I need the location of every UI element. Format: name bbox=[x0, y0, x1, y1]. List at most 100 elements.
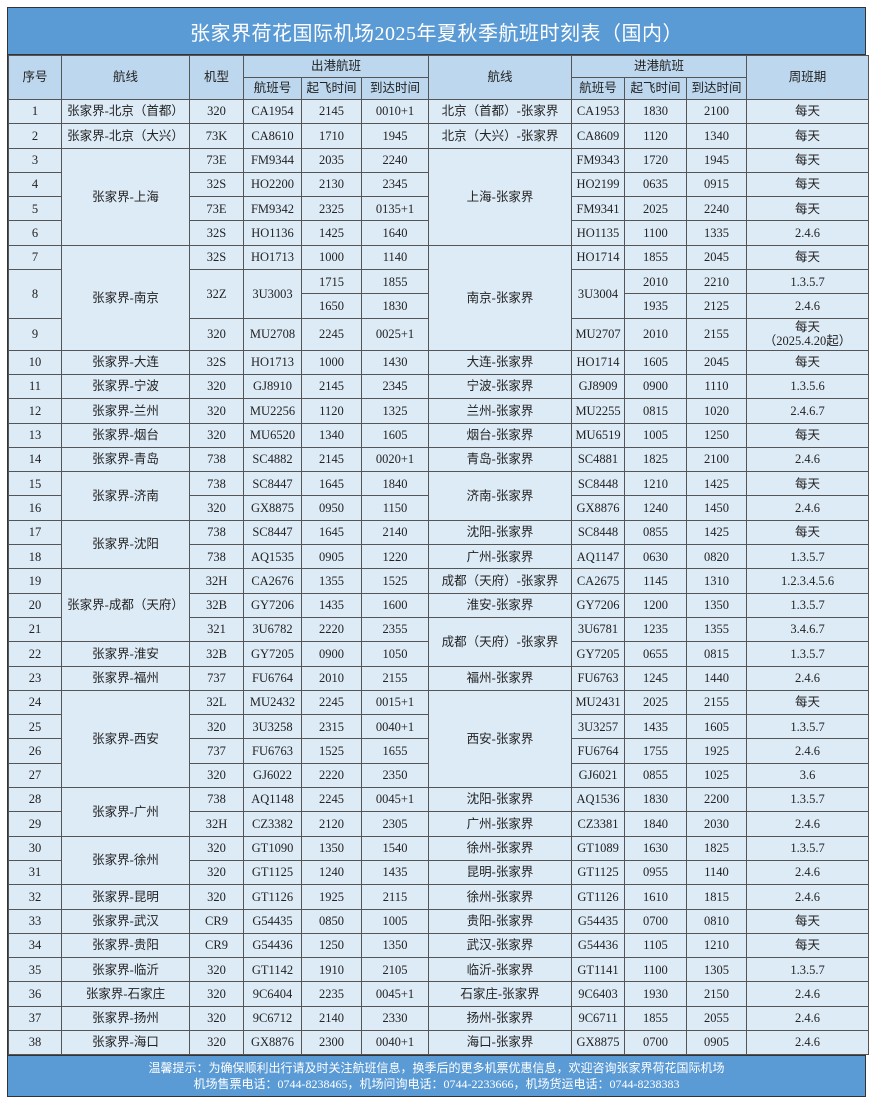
cell-in-dep: 1855 bbox=[624, 244, 688, 271]
cell-seq: 14 bbox=[8, 446, 62, 473]
cell-type: 320 bbox=[189, 422, 244, 448]
cell-out-arr: 0135+1 bbox=[360, 196, 430, 222]
cell-in-route: 兰州-张家界 bbox=[428, 398, 573, 424]
cell-out-route: 张家界-上海 bbox=[61, 147, 190, 246]
cell-days: 1.3.5.7 bbox=[746, 641, 870, 667]
table-row: 33 张家界-武汉 CR9 G54435 0850 1005 贵阳-张家界 G54435 070… bbox=[8, 908, 870, 934]
cell-in-route: 石家庄-张家界 bbox=[428, 981, 573, 1007]
cell-out-arr: 0045+1 bbox=[360, 787, 430, 813]
cell-in-arr: 2055 bbox=[686, 1005, 748, 1031]
cell-in-no: HO1135 bbox=[571, 220, 626, 246]
cell-out-route: 张家界-武汉 bbox=[61, 908, 190, 934]
cell-type: 738 bbox=[189, 787, 244, 813]
cell-in-arr: 2030 bbox=[686, 811, 748, 837]
cell-in-arr: 1025 bbox=[686, 762, 748, 789]
cell-in-arr: 1140 bbox=[686, 859, 748, 886]
cell-out-dep: 2035 bbox=[301, 147, 362, 173]
cell-in-no: GT1089 bbox=[571, 835, 626, 861]
cell-seq: 5 bbox=[8, 196, 62, 222]
cell-out-route: 张家界-石家庄 bbox=[61, 981, 190, 1007]
cell-out-route: 张家界-昆明 bbox=[61, 884, 190, 910]
table-header: 序号 航线 机型 出港航班 航线 进港航班 周班期 航班号 起飞时间 到达时间 … bbox=[8, 55, 870, 100]
table-row: 10 张家界-大连 32S HO1713 1000 1430 大连-张家界 HO1714 160… bbox=[8, 349, 870, 375]
cell-out-dep: 1710 bbox=[301, 123, 362, 149]
cell-seq: 37 bbox=[8, 1005, 62, 1031]
cell-in-route: 南京-张家界 bbox=[428, 244, 573, 351]
cell-type: 32S bbox=[189, 171, 244, 198]
cell-in-route: 福州-张家界 bbox=[428, 665, 573, 691]
cell-out-arr: 1855 bbox=[360, 269, 430, 295]
cell-out-dep: 2145 bbox=[301, 373, 362, 400]
cell-in-arr: 1605 bbox=[686, 714, 748, 740]
cell-out-arr: 1540 bbox=[360, 835, 430, 861]
cell-seq: 35 bbox=[8, 957, 62, 983]
cell-out-route: 张家界-徐州 bbox=[61, 835, 190, 886]
cell-seq: 15 bbox=[8, 471, 62, 497]
cell-seq: 19 bbox=[8, 568, 62, 594]
cell-seq: 4 bbox=[8, 171, 62, 198]
cell-out-arr: 0020+1 bbox=[360, 446, 430, 473]
cell-out-arr: 1840 bbox=[360, 471, 430, 497]
cell-out-dep: 2010 bbox=[301, 665, 362, 691]
cell-type: CR9 bbox=[189, 932, 244, 959]
header-in-dep-time: 起飞时间 bbox=[624, 77, 688, 100]
cell-in-dep: 1105 bbox=[624, 932, 688, 959]
page-title: 张家界荷花国际机场2025年夏秋季航班时刻表（国内） bbox=[8, 8, 865, 55]
cell-days: 每天 bbox=[746, 689, 870, 716]
cell-type: 320 bbox=[189, 835, 244, 861]
cell-days: 每天 bbox=[746, 908, 870, 934]
cell-out-arr: 2330 bbox=[360, 1005, 430, 1031]
cell-out-arr: 2155 bbox=[360, 665, 430, 691]
cell-in-arr: 1945 bbox=[686, 147, 748, 173]
header-out-flight-no: 航班号 bbox=[243, 77, 302, 100]
cell-out-dep: 2315 bbox=[301, 714, 362, 740]
cell-out-route: 张家界-海口 bbox=[61, 1029, 190, 1056]
cell-type: 32S bbox=[189, 220, 244, 246]
cell-out-no: FU6764 bbox=[243, 665, 302, 691]
cell-seq: 23 bbox=[8, 665, 62, 691]
cell-in-no: 3U3257 bbox=[571, 714, 626, 740]
header-outbound-group: 出港航班 bbox=[242, 55, 430, 78]
cell-in-dep: 1630 bbox=[624, 835, 688, 861]
cell-seq: 3 bbox=[8, 147, 62, 173]
cell-out-no: 3U3258 bbox=[243, 714, 302, 740]
cell-in-arr: 1450 bbox=[686, 495, 748, 521]
cell-out-arr: 1350 bbox=[360, 932, 430, 959]
cell-days: 每天 bbox=[746, 171, 870, 198]
cell-in-no: SC8448 bbox=[571, 519, 626, 546]
cell-in-route: 沈阳-张家界 bbox=[428, 787, 573, 813]
table-row: 31 320 GT1125 1240 1435 昆明-张家界 GT1125 0955 1140 2… bbox=[8, 859, 870, 886]
cell-out-dep: 1435 bbox=[301, 592, 362, 618]
cell-in-route: 徐州-张家界 bbox=[428, 835, 573, 861]
cell-seq: 12 bbox=[8, 398, 62, 424]
table-row: 25 320 3U3258 2315 0040+1 3U3257 1435 1605 1.3.5… bbox=[8, 714, 870, 740]
table-row: 24 张家界-西安 32L MU2432 2245 0015+1 西安-张家界 MU2431 2… bbox=[8, 689, 870, 789]
cell-in-dep: 1200 bbox=[624, 592, 688, 618]
header-out-dep-time: 起飞时间 bbox=[301, 77, 362, 100]
cell-out-no: HO1713 bbox=[243, 244, 302, 271]
cell-in-arr: 2240 bbox=[686, 196, 748, 222]
cell-in-arr: 1925 bbox=[686, 738, 748, 764]
cell-in-route: 昆明-张家界 bbox=[428, 859, 573, 886]
cell-in-route: 广州-张家界 bbox=[428, 811, 573, 837]
cell-in-no: SC4881 bbox=[571, 446, 626, 473]
cell-days: 1.3.5.7 bbox=[746, 544, 870, 570]
cell-in-no: MU2431 bbox=[571, 689, 626, 716]
cell-out-arr: 2355 bbox=[360, 616, 430, 643]
cell-type: 737 bbox=[189, 665, 244, 691]
cell-in-no: FM9341 bbox=[571, 196, 626, 222]
cell-days: 1.3.5.6 bbox=[746, 373, 870, 400]
cell-in-route: 徐州-张家界 bbox=[428, 884, 573, 910]
cell-in-no: MU2707 bbox=[571, 317, 626, 351]
cell-in-route: 宁波-张家界 bbox=[428, 373, 573, 400]
cell-days: 3.6 bbox=[746, 762, 870, 789]
cell-out-dep: 2245 bbox=[301, 689, 362, 716]
cell-days: 1.3.5.7 bbox=[746, 269, 870, 295]
cell-type: 32B bbox=[189, 641, 244, 667]
cell-out-dep: 0850 bbox=[301, 908, 362, 934]
cell-days: 1.3.5.7 bbox=[746, 592, 870, 618]
cell-type: 32S bbox=[189, 244, 244, 271]
cell-out-route: 张家界-福州 bbox=[61, 665, 190, 691]
cell-in-arr: 0905 bbox=[686, 1029, 748, 1056]
cell-type: 73E bbox=[189, 196, 244, 222]
